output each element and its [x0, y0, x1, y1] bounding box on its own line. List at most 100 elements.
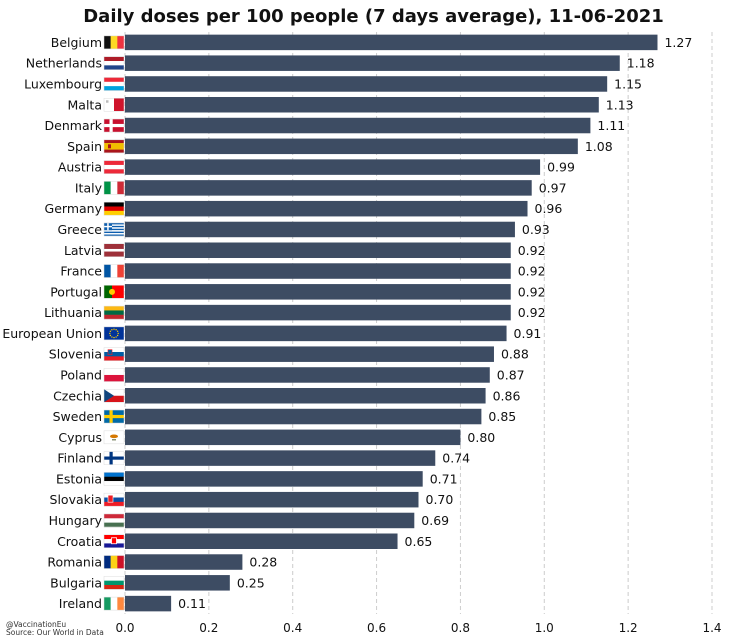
- bulgaria-flag-icon: [103, 576, 125, 590]
- bar: [125, 367, 490, 383]
- value-label: 0.28: [249, 555, 277, 570]
- category-label: European Union: [2, 326, 102, 341]
- greece-flag-icon: [103, 222, 125, 237]
- bar: [125, 491, 419, 508]
- category-label: Poland: [60, 367, 102, 382]
- bar: [125, 221, 515, 238]
- x-tick-label: 1.4: [702, 621, 721, 635]
- value-label: 1.18: [627, 56, 655, 71]
- category-label: Luxembourg: [24, 76, 102, 91]
- value-label: 0.87: [497, 367, 525, 382]
- credit-source: Source: Our World in Data: [6, 628, 104, 637]
- spain-flag-icon: [103, 139, 125, 154]
- category-label: Ireland: [59, 596, 102, 611]
- lithuania-flag-icon: [103, 305, 125, 320]
- category-label: Finland: [57, 451, 102, 466]
- ireland-flag-icon: [103, 596, 125, 611]
- value-label: 0.91: [514, 326, 542, 341]
- austria-flag-icon: [103, 160, 125, 174]
- category-label: Estonia: [56, 471, 102, 486]
- value-label: 1.27: [664, 35, 692, 50]
- category-labels: Belgium Netherlands Luxembourg Malta Denmark…: [2, 35, 102, 611]
- value-label: 0.69: [421, 513, 449, 528]
- belgium-flag-icon: [103, 35, 125, 50]
- value-label: 0.86: [493, 388, 521, 403]
- category-label: Spain: [67, 139, 102, 154]
- bar: [125, 388, 486, 404]
- bar: [125, 512, 415, 529]
- bar: [125, 117, 591, 134]
- value-label: 0.85: [488, 409, 516, 424]
- value-label: 0.25: [237, 575, 265, 590]
- netherlands-flag-icon: [103, 56, 125, 70]
- category-label: France: [60, 264, 102, 279]
- value-label: 0.96: [535, 201, 563, 216]
- category-label: Cyprus: [58, 430, 102, 445]
- category-label: Portugal: [50, 284, 102, 299]
- bar: [125, 408, 482, 425]
- category-label: Latvia: [64, 243, 102, 258]
- cyprus-flag-icon: [103, 430, 125, 445]
- category-label: Belgium: [51, 35, 102, 50]
- value-label: 0.99: [547, 160, 575, 175]
- value-label: 0.80: [467, 430, 495, 445]
- bar: [125, 76, 608, 92]
- chart-title: Daily doses per 100 people (7 days avera…: [83, 6, 664, 27]
- category-label: Hungary: [49, 513, 103, 528]
- category-label: Slovenia: [49, 347, 102, 362]
- czechia-flag-icon: [103, 389, 125, 403]
- category-label: Austria: [58, 160, 102, 175]
- romania-flag-icon: [103, 555, 125, 569]
- category-label: Denmark: [45, 118, 103, 133]
- value-label: 1.15: [614, 76, 642, 91]
- bar: [125, 304, 511, 321]
- bar: [125, 200, 528, 217]
- value-label: 0.71: [430, 471, 458, 486]
- bar: [125, 263, 511, 279]
- category-label: Bulgaria: [50, 575, 102, 590]
- x-tick-label: 1.0: [535, 621, 554, 635]
- x-tick-label: 0.2: [199, 621, 218, 635]
- value-label: 0.70: [426, 492, 454, 507]
- value-label: 1.08: [585, 139, 613, 154]
- denmark-flag-icon: [103, 118, 125, 133]
- category-label: Sweden: [53, 409, 102, 424]
- value-label: 0.92: [518, 264, 546, 279]
- bar: [125, 575, 230, 591]
- bar: [125, 450, 436, 466]
- slovenia-flag-icon: [103, 347, 125, 361]
- bar: [125, 595, 172, 612]
- hungary-flag-icon: [103, 513, 125, 528]
- category-label: Italy: [75, 180, 103, 195]
- france-flag-icon: [103, 264, 125, 278]
- category-label: Romania: [47, 555, 102, 570]
- x-tick-label: 0.8: [451, 621, 470, 635]
- category-label: Slovakia: [50, 492, 102, 507]
- portugal-flag-icon: [103, 285, 125, 299]
- bar: [125, 55, 620, 71]
- bar: [125, 34, 658, 51]
- category-label: Greece: [58, 222, 103, 237]
- european-union-flag-icon: [103, 326, 125, 341]
- category-label: Lithuania: [44, 305, 102, 320]
- category-label: Czechia: [53, 388, 102, 403]
- bar: [125, 138, 578, 155]
- slovakia-flag-icon: [103, 492, 125, 507]
- category-label: Croatia: [57, 534, 102, 549]
- x-tick-label: 1.2: [619, 621, 638, 635]
- value-label: 0.65: [405, 534, 433, 549]
- credit-handle: @VaccinationEu: [6, 620, 67, 629]
- value-labels: 1.27 1.18 1.15 1.13 1.11 1.08 0.99 0.97 0.96 0.93…: [178, 35, 692, 611]
- value-label: 1.11: [597, 118, 625, 133]
- value-label: 0.74: [442, 451, 470, 466]
- bar: [125, 180, 532, 196]
- flags: [103, 35, 125, 611]
- category-label: Malta: [68, 97, 102, 112]
- luxembourg-flag-icon: [103, 77, 125, 91]
- poland-flag-icon: [103, 368, 125, 382]
- bar: [125, 325, 507, 342]
- bar: [125, 97, 599, 113]
- value-label: 0.93: [522, 222, 550, 237]
- latvia-flag-icon: [103, 243, 125, 257]
